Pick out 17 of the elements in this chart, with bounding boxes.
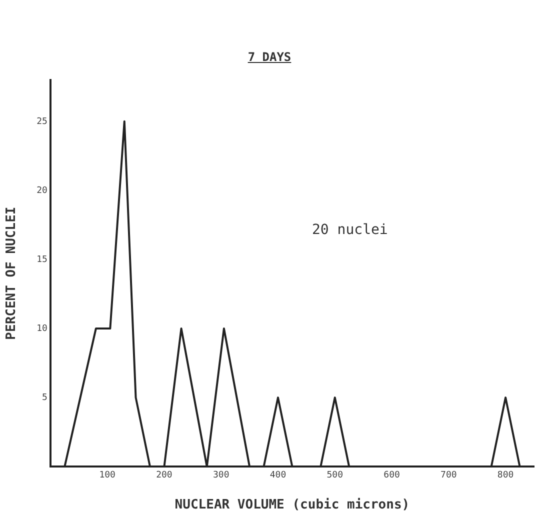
x-tick-label: 500 — [326, 470, 344, 480]
y-tick-label: 10 — [36, 324, 48, 334]
x-tick-label: 300 — [212, 470, 230, 480]
chart-title: 7 DAYS — [246, 50, 292, 64]
x-tick-label: 800 — [497, 470, 514, 480]
x-tick-label: 400 — [270, 470, 286, 480]
x-tick-label: 100 — [99, 470, 116, 480]
y-axis-title: PERCENT OF NUCLEI — [4, 206, 20, 340]
x-axis-title: NUCLEAR VOLUME (cubic microns) — [174, 498, 410, 513]
x-tick-label: 600 — [384, 470, 400, 480]
y-tick-label: 25 — [36, 116, 48, 127]
annotation: 20 nuclei — [312, 222, 388, 238]
y-tick-label: 20 — [36, 186, 48, 196]
y-tick-label: 5 — [42, 392, 48, 403]
x-tick-label: 700 — [440, 470, 457, 480]
x-tick-label: 200 — [156, 470, 172, 480]
y-tick-label: 15 — [36, 254, 48, 265]
